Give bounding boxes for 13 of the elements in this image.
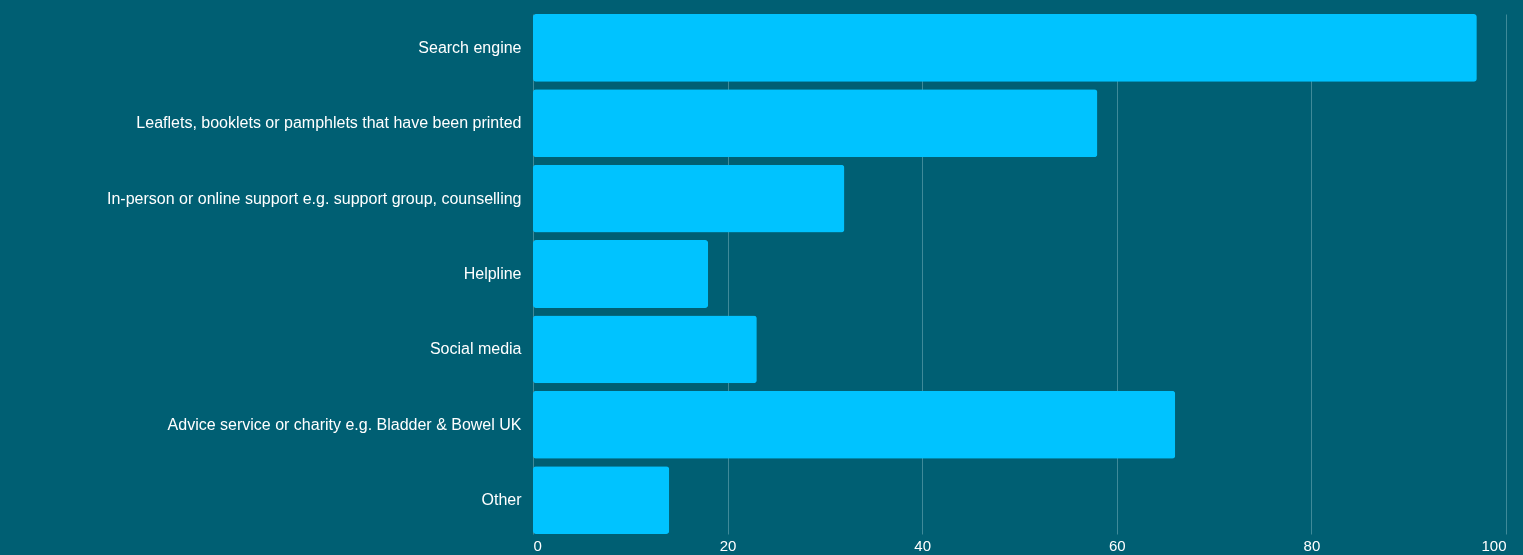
x-tick-label: 40 [914, 536, 932, 554]
x-tick-label: 80 [1303, 536, 1321, 554]
x-tick-label: 20 [719, 536, 737, 554]
x-tick-label: 0 [533, 536, 542, 554]
x-tick-label: 60 [1108, 536, 1126, 554]
y-tick-label: Other [481, 491, 523, 509]
x-tick-label: 100 [1481, 536, 1507, 554]
y-tick-label: Advice service or charity e.g. Bladder & Bowel UK [167, 415, 522, 433]
y-tick-label: Leaflets, booklets or pamphlets that have been printed [136, 114, 522, 132]
y-tick-label: Search engine [418, 38, 522, 56]
y-tick-label: In-person or online support e.g. support group, counselling [107, 189, 522, 207]
y-tick-label: Social media [429, 340, 522, 358]
y-tick-label: Helpline [463, 265, 522, 282]
